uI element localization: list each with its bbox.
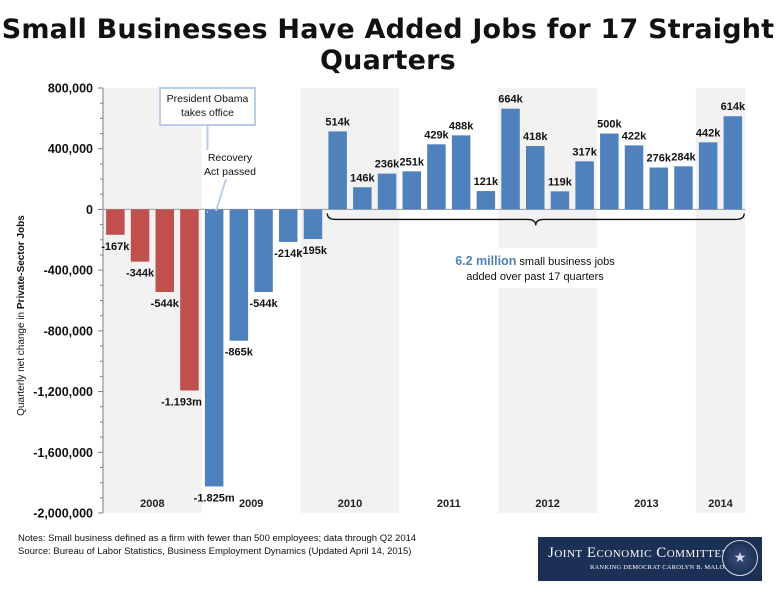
- bracket-brace: [326, 213, 745, 226]
- year-label: 2012: [535, 498, 559, 510]
- bar-value-label: -214k: [274, 248, 303, 260]
- year-label: 2013: [634, 498, 658, 510]
- obama-callout-text: takes office: [181, 107, 234, 119]
- bars: [106, 108, 743, 487]
- bar-value-label: -1.825m: [194, 492, 235, 504]
- bar: [130, 209, 150, 262]
- year-label: 2008: [140, 498, 164, 510]
- jobs-annotation-bg: [447, 248, 623, 288]
- bar: [229, 209, 249, 341]
- congressional-seal-icon: [722, 540, 758, 576]
- bar-value-label: -1.193m: [161, 397, 202, 409]
- committee-subtitle: RANKING DEMOCRAT CAROLYN B. MALONEY: [590, 564, 739, 571]
- y-tick-label: -1,200,000: [33, 385, 93, 399]
- bar-value-label: 119k: [548, 176, 573, 188]
- bar: [353, 187, 372, 210]
- committee-name: Joint Economic Committee: [548, 545, 729, 561]
- year-band: [300, 88, 400, 513]
- bar: [303, 209, 323, 240]
- y-axis: 800,000 400,000 0 -400,000 -800,000 -1,200,00…: [16, 82, 746, 521]
- bar: [427, 144, 446, 210]
- bar: [328, 131, 347, 210]
- y-axis-label: Quarterly net change in Private-Sector J…: [16, 215, 27, 416]
- jobs-annotation-text: added over past 17 quarters: [466, 271, 604, 283]
- bar: [402, 171, 421, 210]
- bar-value-label: 317k: [572, 146, 597, 158]
- year-label: 2014: [708, 498, 733, 510]
- y-tick-label: -400,000: [44, 264, 93, 278]
- committee-logo: Joint Economic Committee RANKING DEMOCRA…: [538, 537, 762, 581]
- obama-callout-box: [159, 87, 256, 126]
- bar-value-label: -344k: [126, 268, 155, 280]
- annotations: President Obama takes office Recovery Act p…: [159, 87, 745, 288]
- y-tick-label: 0: [86, 203, 93, 217]
- obama-callout-text: President Obama: [167, 93, 249, 105]
- bar-value-label: -167k: [101, 241, 130, 253]
- bar: [476, 191, 496, 210]
- bar-value-label: 251k: [400, 156, 425, 168]
- bar: [723, 116, 743, 210]
- notes-line: Notes: Small business defined as a firm …: [18, 533, 417, 544]
- recovery-callout-text: Act passed: [204, 166, 256, 178]
- bar-value-label: 514k: [325, 116, 350, 128]
- bar-value-label: 488k: [449, 120, 474, 132]
- year-labels: 2008 2009 2010 2011 2012 2013 2014: [140, 498, 733, 510]
- bar-value-label: 418k: [523, 131, 548, 143]
- chart-notes: Notes: Small business defined as a firm …: [18, 532, 416, 558]
- bar: [451, 135, 471, 210]
- bar-value-label: 614k: [721, 101, 746, 113]
- bar-value-label: -544k: [151, 298, 180, 310]
- bar: [649, 167, 668, 210]
- bar: [180, 209, 199, 391]
- bar: [377, 173, 397, 210]
- bar-value-label: 429k: [424, 129, 449, 141]
- bar-labels: -167k -344k -544k -1.193m -1.825m -865k -544k -…: [101, 94, 746, 505]
- bar-value-label: 442k: [696, 127, 721, 139]
- bar: [204, 209, 224, 487]
- y-tick-label: 400,000: [48, 142, 93, 156]
- recovery-callout-text: Recovery: [208, 152, 253, 164]
- bar: [526, 145, 545, 210]
- bar: [600, 133, 619, 210]
- year-label: 2011: [437, 498, 461, 510]
- bar: [550, 191, 570, 210]
- bar: [254, 209, 273, 292]
- y-tick-label: -1,600,000: [33, 446, 93, 460]
- bar: [624, 145, 644, 210]
- y-tick-label: -800,000: [44, 324, 93, 338]
- chart-title: Small Businesses Have Added Jobs for 17 …: [1, 14, 775, 76]
- bar-value-label: 664k: [498, 94, 523, 106]
- year-label: 2009: [239, 498, 263, 510]
- bar-value-label: 276k: [647, 153, 672, 165]
- bar: [501, 108, 520, 210]
- bar: [279, 209, 298, 242]
- bar-value-label: 236k: [375, 159, 400, 171]
- bar-value-label: -195k: [299, 245, 328, 257]
- bar: [674, 166, 693, 210]
- bar-value-label: 500k: [597, 119, 622, 131]
- recovery-pointer-line: [215, 178, 227, 212]
- bar-value-label: 146k: [350, 172, 375, 184]
- bar-chart: 800,000 400,000 0 -400,000 -800,000 -1,200,00…: [16, 82, 746, 521]
- y-tick-label: -2,000,000: [33, 507, 93, 521]
- bar-value-label: -865k: [225, 347, 254, 359]
- y-tick-label: 800,000: [48, 82, 93, 96]
- bar-value-label: 284k: [671, 151, 696, 163]
- source-line: Source: Bureau of Labor Statistics, Busi…: [18, 546, 412, 557]
- bar-value-label: 121k: [474, 176, 499, 188]
- bar: [155, 209, 174, 292]
- bar: [106, 209, 125, 235]
- year-label: 2010: [338, 498, 362, 510]
- bar-value-label: -544k: [249, 298, 278, 310]
- bar-value-label: 422k: [622, 130, 647, 142]
- bar: [575, 161, 594, 210]
- jobs-annotation-text: 6.2 million small business jobs: [455, 254, 615, 268]
- bar: [698, 142, 718, 210]
